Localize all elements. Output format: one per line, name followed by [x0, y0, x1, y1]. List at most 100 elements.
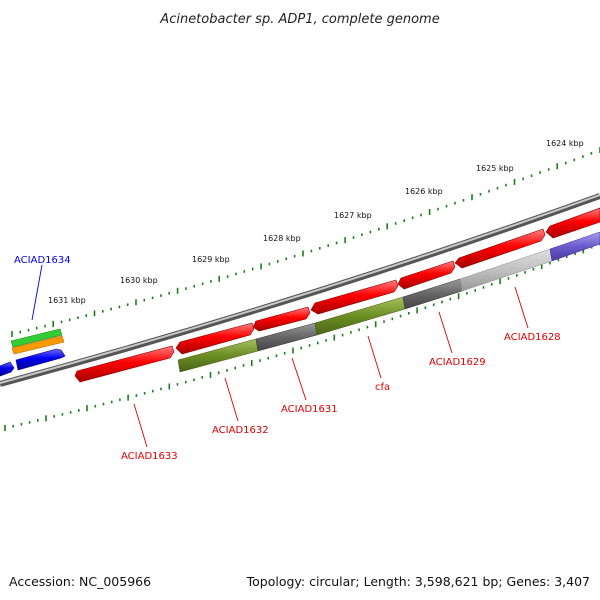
ruler-major-tick [457, 293, 460, 300]
ruler-minor-tick [491, 283, 493, 286]
ruler-minor-tick [507, 277, 510, 280]
ruler-minor-tick [496, 186, 499, 190]
ruler-minor-tick [160, 294, 162, 297]
gene-arrow-right-edge[interactable] [545, 207, 600, 239]
ruler-minor-tick [319, 247, 321, 250]
gene-label[interactable]: ACIAD1633 [121, 451, 178, 462]
ruler-minor-tick [184, 380, 187, 384]
leader-line [133, 403, 148, 448]
ruler-major-tick [471, 194, 473, 201]
gene-label[interactable]: ACIAD1629 [429, 357, 486, 368]
ruler-minor-tick [201, 282, 204, 286]
ruler-minor-tick [441, 300, 443, 304]
ruler-label: 1627 kbp [334, 211, 372, 220]
ruler-minor-tick [193, 284, 195, 288]
ruler-minor-tick [432, 303, 435, 307]
leader-lines [31, 264, 529, 448]
cog-track-lower [177, 231, 600, 373]
ruler-minor-tick [565, 161, 567, 165]
ruler-minor-tick [251, 267, 254, 271]
ruler-major-tick [540, 263, 543, 270]
ruler-major-tick [11, 331, 13, 337]
ruler-minor-tick [573, 158, 576, 162]
ruler-minor-tick [27, 328, 30, 332]
ruler-minor-tick [143, 392, 146, 395]
ruler-minor-tick [268, 262, 271, 266]
ruler-minor-tick [488, 189, 490, 193]
gene-label[interactable]: cfa [375, 382, 390, 393]
ruler-minor-tick [399, 314, 402, 318]
ruler-minor-tick [522, 177, 524, 181]
leader-line [224, 377, 239, 422]
gene-label[interactable]: ACIAD1628 [504, 332, 561, 343]
ruler-minor-tick [275, 354, 278, 357]
ruler-major-tick [260, 263, 262, 270]
ruler-major-tick [218, 275, 220, 282]
genome-summary-text: Topology: circular; Length: 3,598,621 bp… [246, 574, 590, 589]
gene-label[interactable]: ACIAD1632 [212, 425, 269, 436]
cog-segment [549, 231, 600, 262]
ruler-major-tick [250, 360, 253, 366]
ruler-major-tick [374, 321, 377, 328]
cog-segment-green [10, 328, 63, 348]
ruler-major-tick [45, 415, 47, 422]
ruler-minor-tick [234, 366, 236, 370]
reverse-strand-genes [0, 348, 66, 377]
ruler-minor-tick [283, 351, 286, 355]
ruler-minor-tick [449, 297, 452, 301]
ruler-minor-tick [391, 317, 394, 321]
ruler-minor-tick [565, 255, 568, 259]
ruler-minor-tick [160, 387, 162, 391]
ruler-major-tick [302, 250, 304, 257]
ruler-minor-tick [590, 246, 593, 249]
ruler-major-tick [93, 310, 96, 317]
ruler-minor-tick [119, 398, 121, 402]
ruler-minor-tick [243, 270, 246, 273]
ruler-minor-tick [479, 193, 482, 196]
cog-segment-orange [11, 335, 65, 355]
leader-line [514, 286, 529, 329]
ruler-minor-tick [135, 394, 138, 397]
gene-label[interactable]: ACIAD1631 [281, 404, 338, 415]
ruler-minor-tick [185, 287, 187, 290]
ruler-minor-tick [327, 244, 329, 247]
ruler-minor-tick [69, 411, 72, 414]
gene-arrow-acIAD1634[interactable] [15, 348, 66, 371]
gene-arrow-acIAD1629[interactable] [397, 260, 456, 290]
gene-arrow-blue-left[interactable] [0, 361, 15, 377]
gene-arrow-acIAD1632[interactable] [175, 322, 255, 355]
leader-line [31, 264, 43, 321]
ruler-minor-tick [310, 249, 313, 253]
ruler-minor-tick [308, 344, 311, 347]
ruler-major-tick [428, 209, 431, 215]
ruler-minor-tick [394, 222, 397, 225]
ruler-minor-tick [151, 296, 154, 300]
cog-track-upper [10, 328, 65, 355]
leader-line [438, 311, 453, 354]
ruler-major-tick [86, 405, 88, 412]
gene-arrow-cfa[interactable] [310, 279, 399, 315]
gene-label[interactable]: ACIAD1634 [14, 255, 71, 266]
ruler-minor-tick [549, 261, 551, 265]
ruler-minor-tick [408, 312, 410, 315]
ruler-minor-tick [454, 201, 456, 205]
ruler-major-tick [344, 237, 346, 244]
ruler-minor-tick [411, 216, 414, 220]
ruler-minor-tick [590, 152, 593, 155]
gene-arrow-acIAD1628[interactable] [454, 228, 546, 269]
ruler-major-tick [416, 307, 418, 314]
ruler-minor-tick [217, 371, 220, 374]
gene-arrow-acIAD1633[interactable] [74, 345, 175, 383]
ruler-minor-tick [420, 213, 422, 217]
inner-ruler [4, 242, 600, 431]
ruler-minor-tick [152, 389, 154, 393]
ruler-minor-tick [37, 419, 39, 422]
ruler-minor-tick [424, 306, 427, 309]
ruler-major-tick [386, 223, 388, 230]
ruler-label: 1629 kbp [192, 255, 230, 264]
ruler-minor-tick [110, 400, 113, 404]
ruler-minor-tick [143, 298, 146, 302]
gene-arrow-acIAD1631[interactable] [252, 306, 311, 332]
ruler-minor-tick [277, 260, 279, 263]
